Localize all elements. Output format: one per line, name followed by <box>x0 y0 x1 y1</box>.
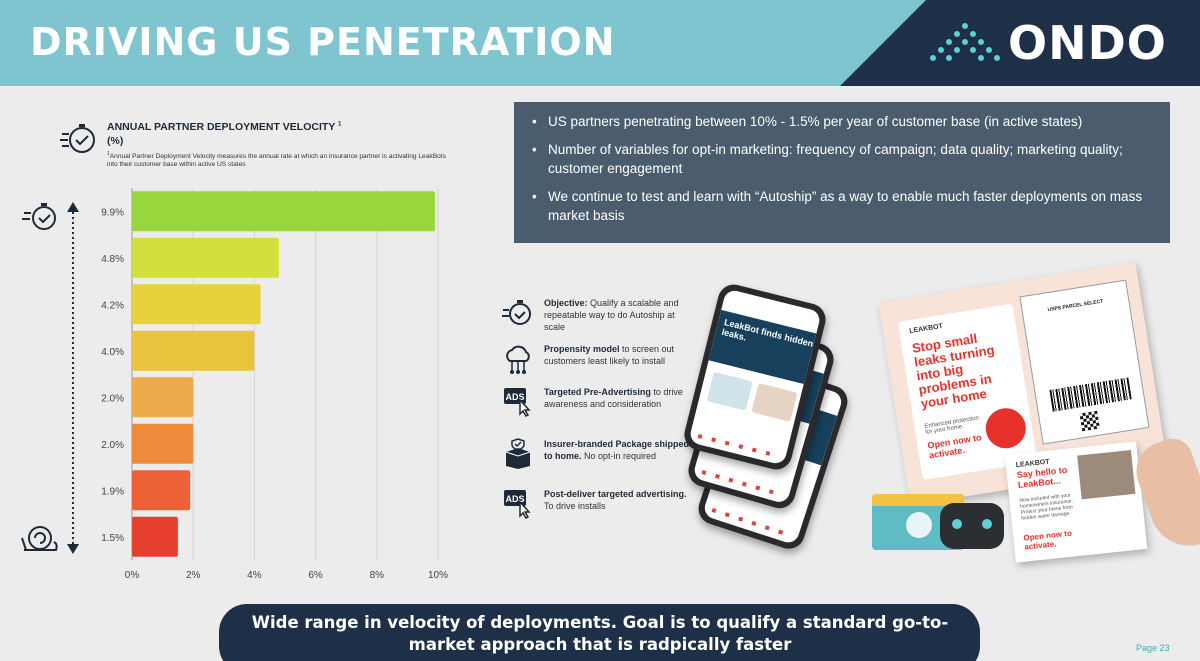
page-number: Page 23 <box>1136 643 1170 653</box>
x-tick-label: 8% <box>370 570 385 580</box>
x-tick-label: 2% <box>186 570 201 580</box>
package-shield-icon <box>505 438 531 469</box>
bar <box>132 284 261 325</box>
ads-click-icon: ADS <box>504 490 531 519</box>
card-photo <box>1077 449 1136 500</box>
cloud-network-icon <box>506 345 530 374</box>
bullet-item: We continue to test and learn with “Auto… <box>528 187 1156 225</box>
mailer-cta: Open now to activate. <box>926 432 983 461</box>
category-label: 4.8% <box>101 254 124 265</box>
summary-banner-text: Wide range in velocity of deployments. G… <box>251 613 949 654</box>
bar <box>132 516 178 557</box>
barcode <box>1049 377 1132 412</box>
chart-title: ANNUAL PARTNER DEPLOYMENT VELOCITY 1 <box>107 121 342 133</box>
leakbot-device <box>940 503 1004 549</box>
ondo-logo-text: ONDO <box>1008 16 1167 70</box>
deployment-velocity-chart: 0% 2% 4% 6% 8% 10% 9.9% 4.8% 4.2% 4.0% 2.0% 2.0% 1.9… <box>101 188 448 580</box>
bar <box>132 423 194 464</box>
bar <box>132 470 191 511</box>
leakbot-brand: LEAKBOT <box>908 322 944 336</box>
mailer-headline: Stop small leaks turning into big proble… <box>910 330 996 412</box>
card-cta: Open now to activate. <box>1023 528 1073 552</box>
step-text: Insurer-branded Package shipped to home.… <box>544 439 690 461</box>
shipping-label-title: USPS PARCEL SELECT <box>1047 298 1104 314</box>
step-text: Post-deliver targeted advertising. To dr… <box>544 489 687 511</box>
bullet-item: Number of variables for opt-in marketing… <box>528 140 1156 178</box>
stopwatch-check-icon <box>60 124 95 153</box>
fast-stopwatch-icon <box>22 203 56 230</box>
phone-headline: LeakBot finds hidden leaks. <box>720 317 815 349</box>
step-text: Propensity model to screen out customers… <box>544 344 675 366</box>
shipping-label: USPS PARCEL SELECT <box>1019 279 1150 445</box>
stopwatch-check-icon <box>502 300 531 325</box>
x-tick-label: 6% <box>308 570 323 580</box>
category-label: 4.0% <box>101 347 124 358</box>
ondo-logo-mark-icon <box>930 23 1000 61</box>
chart-unit: (%) <box>107 135 124 147</box>
chart-footnote: 1Annual Partner Deployment Velocity meas… <box>107 151 446 169</box>
category-label: 2.0% <box>101 393 124 404</box>
svg-text:ADS: ADS <box>505 392 524 402</box>
svg-text:ADS: ADS <box>505 494 524 504</box>
category-label: 2.0% <box>101 440 124 451</box>
qr-code <box>1079 410 1100 432</box>
x-tick-label: 0% <box>125 570 140 580</box>
bar <box>132 191 435 232</box>
card-description: Now included with your homeowners insura… <box>1019 492 1074 522</box>
category-label: 4.2% <box>101 300 124 311</box>
page-title: DRIVING US PENETRATION <box>30 20 616 64</box>
mailer-seal <box>982 405 1029 452</box>
mailer-card: LEAKBOT Say hello to LeakBot... Now incl… <box>1004 441 1148 563</box>
ads-click-icon: ADS <box>504 388 531 417</box>
key-points-box: US partners penetrating between 10% - 1.… <box>514 102 1170 243</box>
category-label: 1.9% <box>101 486 124 497</box>
category-label: 1.5% <box>101 533 124 544</box>
bar <box>132 237 279 278</box>
bullet-item: US partners penetrating between 10% - 1.… <box>528 112 1156 131</box>
bar <box>132 330 255 371</box>
bar <box>132 377 194 418</box>
summary-banner <box>219 604 980 661</box>
x-tick-label: 4% <box>247 570 262 580</box>
step-text: Targeted Pre-Advertising to drive awaren… <box>544 387 683 409</box>
step-text: Objective: Qualify a scalable and repeat… <box>544 298 679 332</box>
snail-icon <box>21 526 58 551</box>
x-tick-label: 10% <box>428 570 448 580</box>
velocity-axis-arrow-icon <box>67 202 79 554</box>
category-label: 9.9% <box>101 207 124 218</box>
